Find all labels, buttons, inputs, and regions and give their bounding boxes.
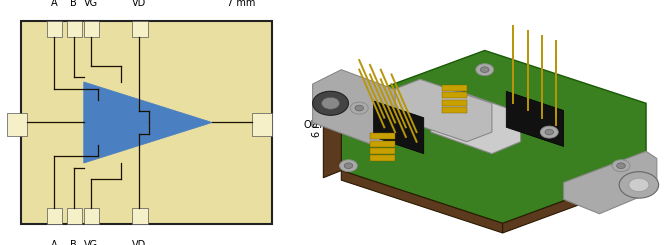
Bar xyxy=(370,155,395,161)
Circle shape xyxy=(540,126,558,138)
Circle shape xyxy=(617,163,625,169)
Bar xyxy=(370,133,395,139)
Circle shape xyxy=(475,64,494,76)
Bar xyxy=(442,107,467,113)
Circle shape xyxy=(545,129,554,135)
Polygon shape xyxy=(431,91,521,154)
Bar xyxy=(46,208,62,224)
Bar xyxy=(252,113,272,136)
Circle shape xyxy=(321,97,339,109)
Bar xyxy=(132,21,148,37)
Circle shape xyxy=(629,178,649,192)
Polygon shape xyxy=(313,70,406,147)
Text: A: A xyxy=(50,0,57,8)
Text: B: B xyxy=(70,240,77,245)
Bar xyxy=(442,93,467,98)
Text: 6 mm: 6 mm xyxy=(312,108,322,137)
Bar xyxy=(370,148,395,154)
Circle shape xyxy=(313,91,349,115)
Polygon shape xyxy=(341,171,503,233)
Circle shape xyxy=(344,163,353,169)
Bar xyxy=(84,208,100,224)
Bar xyxy=(66,21,82,37)
Bar xyxy=(66,208,82,224)
Circle shape xyxy=(619,172,659,198)
Bar xyxy=(46,21,62,37)
Bar xyxy=(7,113,27,136)
Bar xyxy=(21,21,272,224)
Polygon shape xyxy=(503,171,646,233)
Circle shape xyxy=(612,160,630,172)
Text: B: B xyxy=(70,0,77,8)
Polygon shape xyxy=(506,91,564,147)
Polygon shape xyxy=(84,82,212,163)
Bar xyxy=(442,100,467,106)
Polygon shape xyxy=(564,151,657,214)
Text: VD: VD xyxy=(132,0,147,8)
Bar xyxy=(370,140,395,147)
Circle shape xyxy=(355,105,363,111)
Bar xyxy=(442,85,467,91)
Polygon shape xyxy=(395,79,492,142)
Text: VD: VD xyxy=(132,240,147,245)
Bar xyxy=(132,208,148,224)
Text: OUT: OUT xyxy=(303,120,324,130)
Circle shape xyxy=(339,160,357,172)
Text: VG: VG xyxy=(84,240,98,245)
Polygon shape xyxy=(323,103,341,178)
Polygon shape xyxy=(374,101,424,154)
Polygon shape xyxy=(341,50,646,223)
Text: 7 mm: 7 mm xyxy=(226,0,255,8)
Bar xyxy=(84,21,100,37)
Text: VG: VG xyxy=(84,0,98,8)
Circle shape xyxy=(481,67,489,73)
Circle shape xyxy=(351,102,368,114)
Text: A: A xyxy=(50,240,57,245)
